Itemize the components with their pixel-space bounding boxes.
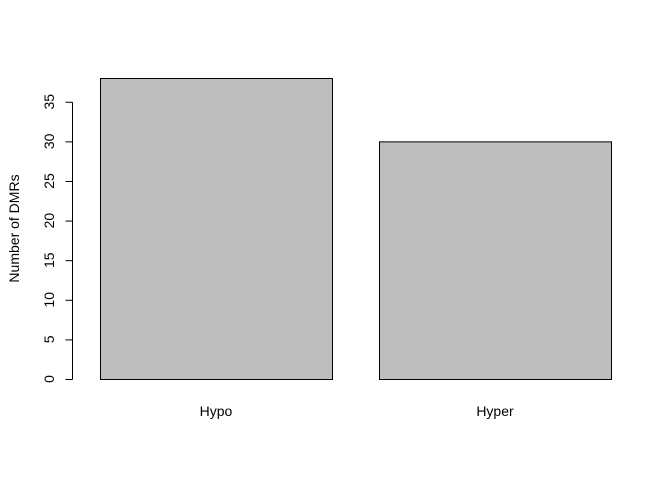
- y-tick-label-15: 15: [41, 252, 57, 268]
- category-label-hypo: Hypo: [200, 403, 233, 419]
- y-axis: 0 5 10 15 20 25 30 35: [41, 94, 73, 383]
- bars-layer: [100, 78, 612, 380]
- y-axis-title: Number of DMRs: [6, 174, 22, 282]
- x-axis-labels: Hypo Hyper: [200, 403, 514, 419]
- y-tick-label-5: 5: [41, 335, 57, 343]
- bar-hyper: [379, 141, 612, 380]
- y-tick-label-20: 20: [41, 213, 57, 229]
- y-tick-label-35: 35: [41, 94, 57, 110]
- y-tick-label-0: 0: [41, 375, 57, 383]
- bar-hypo: [100, 78, 333, 380]
- y-tick-label-30: 30: [41, 133, 57, 149]
- category-label-hyper: Hyper: [476, 403, 514, 419]
- y-tick-label-10: 10: [41, 292, 57, 308]
- y-tick-label-25: 25: [41, 173, 57, 189]
